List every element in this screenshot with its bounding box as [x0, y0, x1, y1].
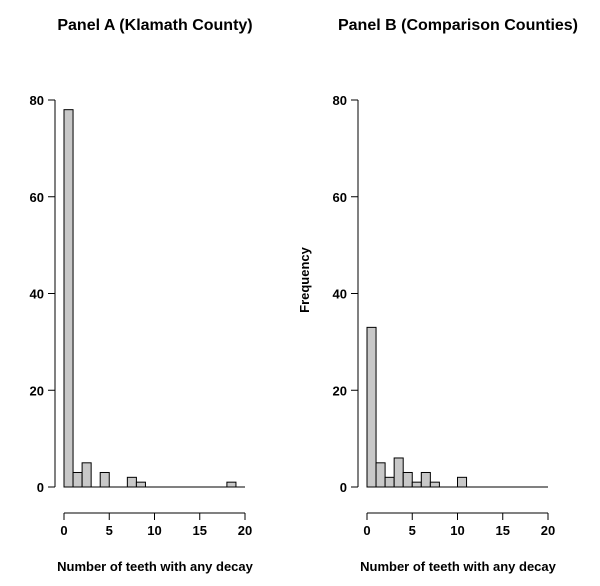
panel-a-title: Panel A (Klamath County) [57, 17, 252, 34]
panel-b-bar-6 [420, 471, 431, 488]
panel-b-x-tick-label: 5 [409, 523, 416, 538]
panel-a-x-tick-label: 5 [106, 523, 113, 538]
panel-b-y-tick-label: 80 [333, 93, 347, 108]
panel-b-title: Panel B (Comparison Counties) [338, 17, 578, 34]
panel-b-x-axis: 0 5 10 15 20 [363, 512, 555, 538]
panel-a-y-tick-label: 80 [30, 93, 44, 108]
panel-b-bar-4 [402, 471, 413, 488]
panel-b-bar-10 [457, 476, 468, 488]
panel-a-bar-0 [63, 109, 74, 488]
panel-a: Panel A (Klamath County) 0 20 40 60 80 0 5 10 1… [30, 17, 254, 574]
panel-b: Panel B (Comparison Counties) 020406080 … [297, 17, 578, 574]
panel-a-y-axis: 0 20 40 60 80 [30, 93, 56, 495]
panel-b-bar-5 [411, 481, 422, 488]
panel-a-y-tick-label: 20 [30, 383, 44, 398]
panel-b-y-tick-label: 40 [333, 287, 347, 302]
panel-b-y-axis-label: Frequency [297, 246, 312, 313]
panel-b-y-tick-label: 0 [340, 480, 347, 495]
panel-a-y-tick-label: 60 [30, 190, 44, 205]
panel-a-bar-7 [126, 476, 137, 488]
panel-b-bars [366, 326, 548, 488]
panel-a-bars [63, 109, 245, 488]
panel-a-x-tick-label: 15 [193, 523, 207, 538]
panel-b-bar-3 [393, 457, 404, 488]
panel-b-x-axis-label: Number of teeth with any decay [360, 559, 557, 574]
panel-a-y-tick-label: 0 [37, 480, 44, 495]
panel-b-y-tick-label: 20 [333, 383, 347, 398]
panel-a-x-tick-label: 0 [60, 523, 67, 538]
panel-b-bar-0 [366, 326, 377, 488]
panel-a-bar-1 [72, 471, 83, 488]
panel-a-bar-2 [81, 462, 92, 488]
panel-b-y-axis: 0 20 40 60 80 [333, 93, 359, 495]
panel-a-x-tick-label: 10 [147, 523, 161, 538]
panel-b-x-tick-label: 15 [496, 523, 510, 538]
panel-b-x-tick-label: 20 [541, 523, 555, 538]
panel-a-x-tick-label: 20 [238, 523, 252, 538]
panel-b-bar-2 [384, 476, 395, 488]
panel-a-y-tick-label: 40 [30, 287, 44, 302]
panel-b-x-tick-label: 10 [450, 523, 464, 538]
panel-b-bar-7 [429, 481, 440, 488]
panel-b-x-tick-label: 0 [363, 523, 370, 538]
panel-a-bar-8 [135, 481, 146, 488]
panel-a-x-axis-label: Number of teeth with any decay [57, 559, 254, 574]
panel-b-bar-1 [375, 462, 386, 488]
panel-b-y-tick-label: 60 [333, 190, 347, 205]
panel-a-bar-18 [226, 481, 237, 488]
panel-a-bar-4 [99, 471, 110, 488]
panel-a-x-axis: 0 5 10 15 20 [60, 512, 252, 538]
